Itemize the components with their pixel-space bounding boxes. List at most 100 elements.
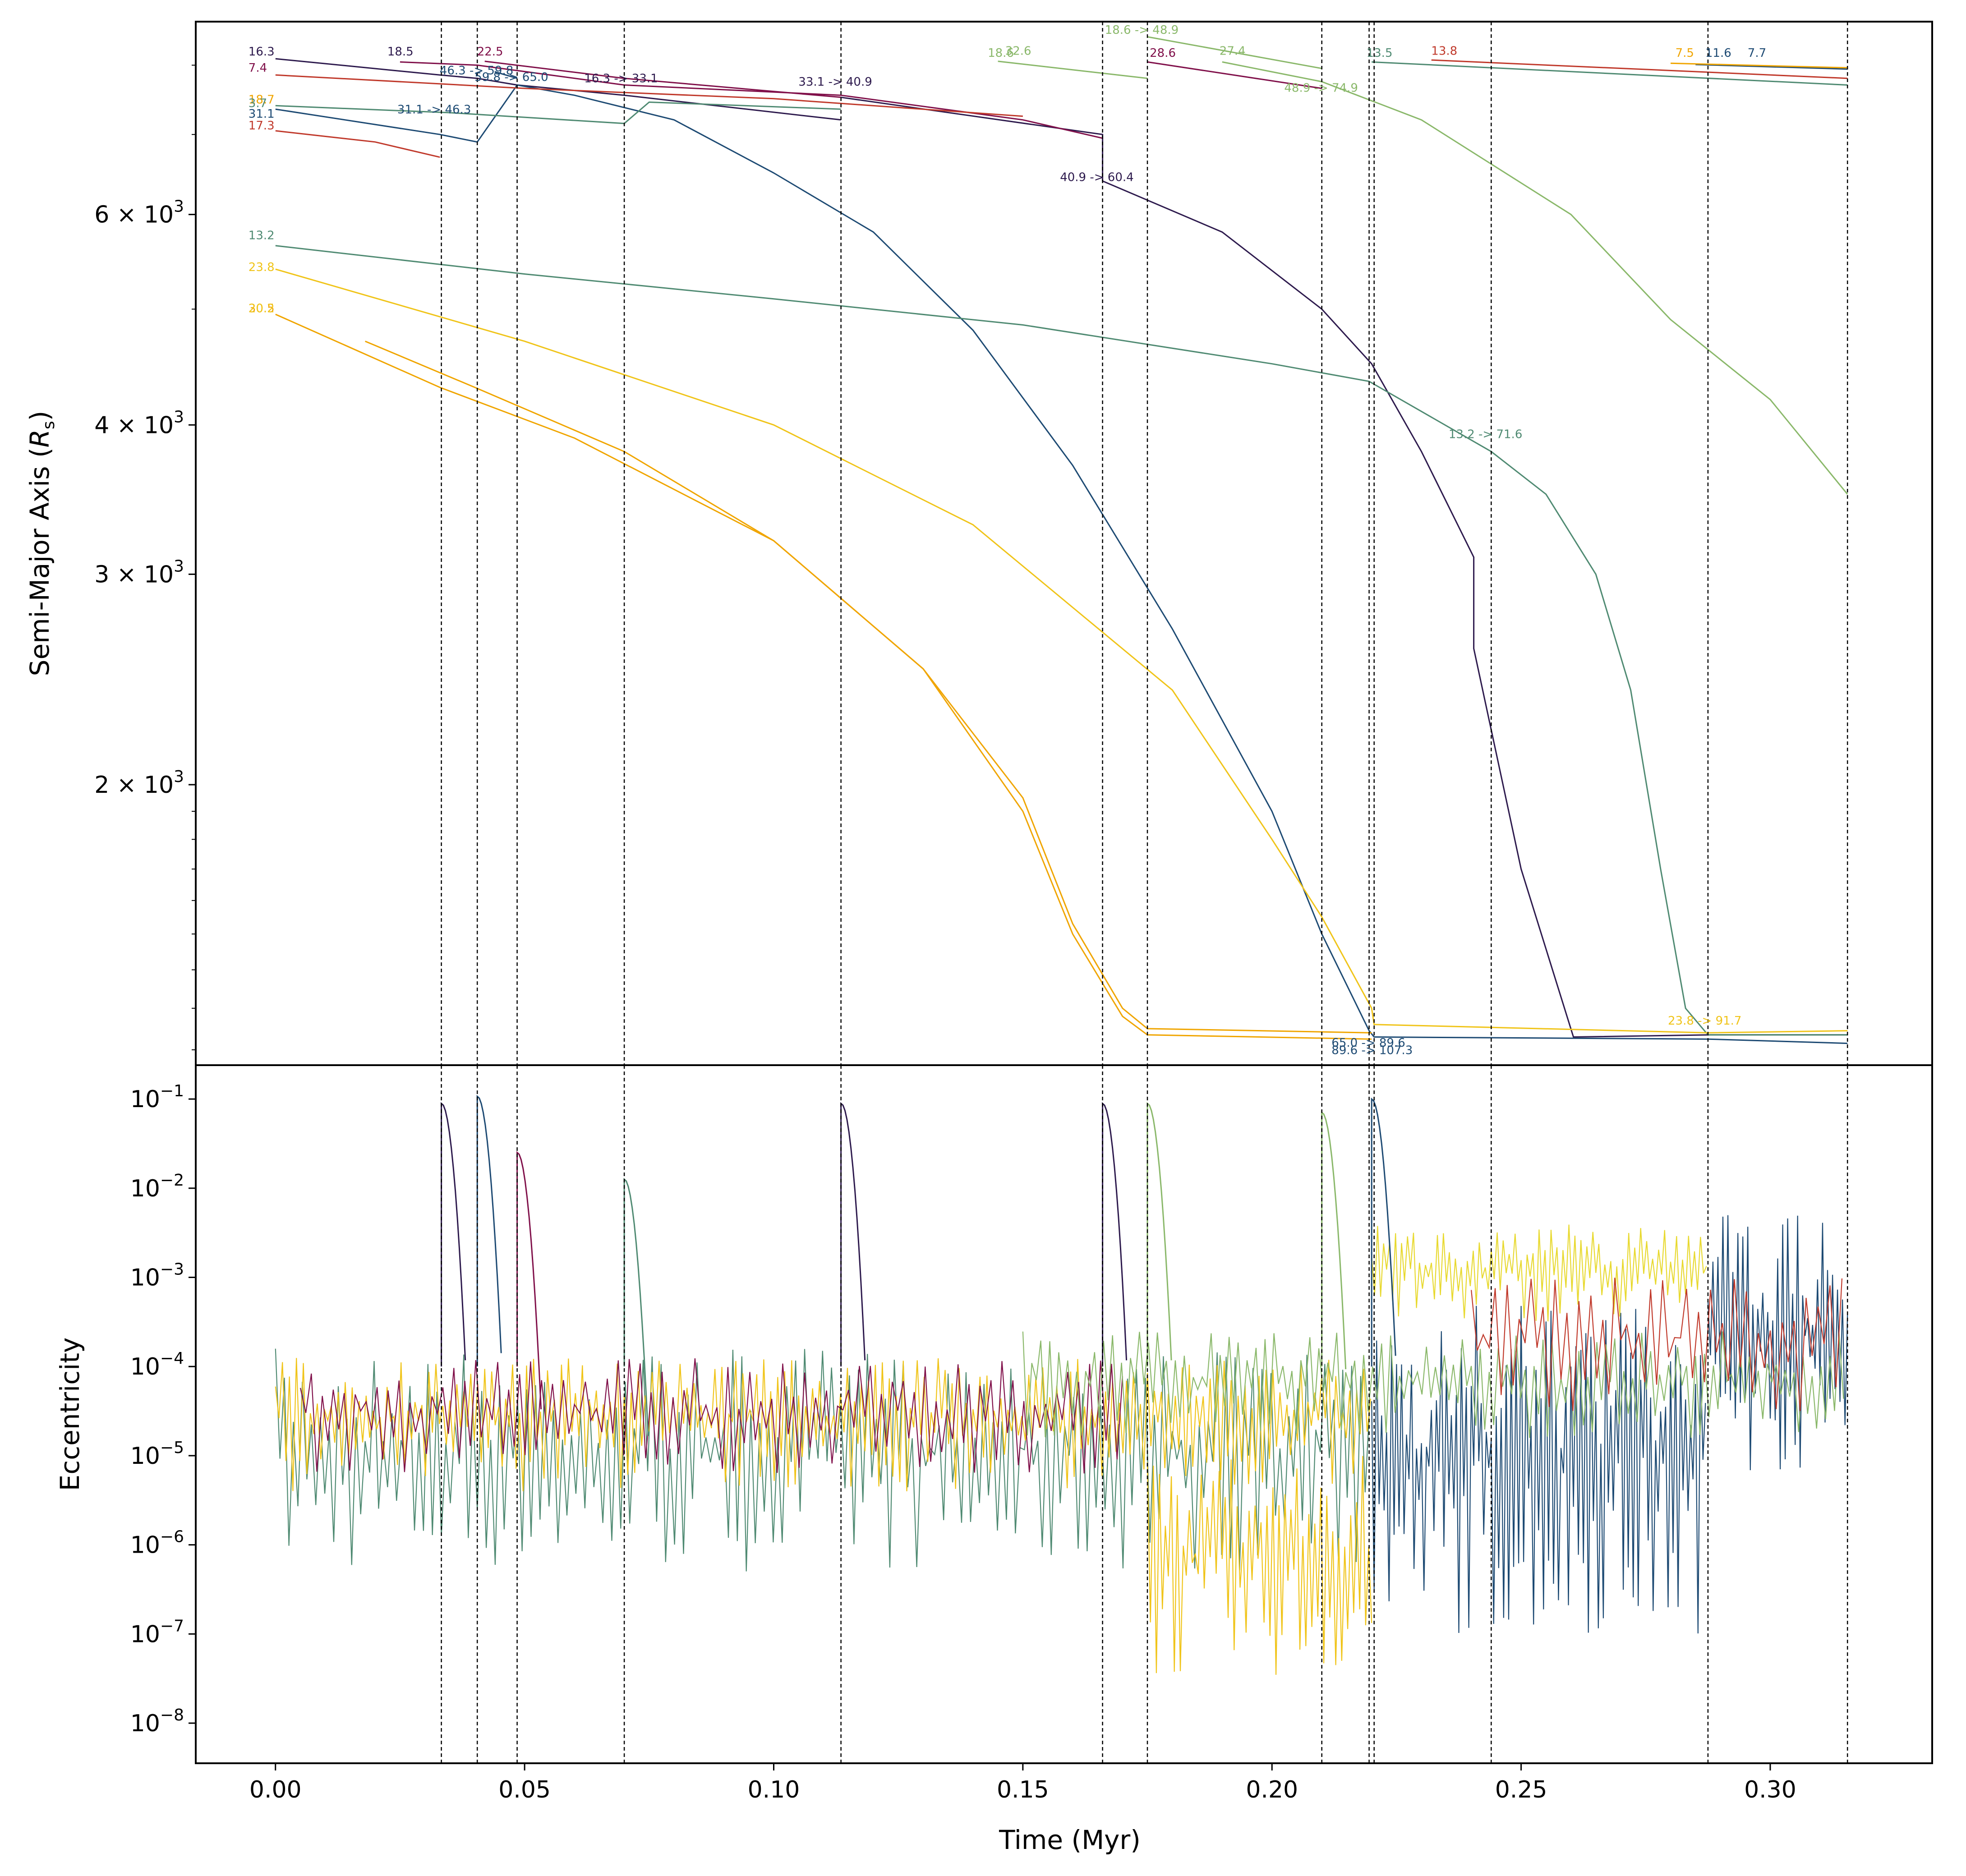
sma-series-3: [484, 60, 841, 98]
annotation-19: 48.9 -> 74.9: [1284, 82, 1358, 95]
annotation-4: 18.7: [249, 93, 275, 107]
sma-series-2: [400, 61, 1103, 139]
bottom-ytick-label-2: 10−3: [130, 1260, 184, 1292]
sma-series-4: [1147, 61, 1322, 89]
bottom-ytick-label-4: 10−5: [130, 1439, 184, 1470]
semi-major-axis-label: Semi-Major Axis (Rs): [24, 411, 58, 676]
bottom-axes-frame: [195, 1064, 1933, 1764]
xtick-label-0: 0.00: [249, 1776, 302, 1803]
bottom-ytick-label-1: 10−2: [130, 1171, 184, 1202]
annotation-20: 13.5: [1367, 46, 1393, 60]
sma-series-7: [1695, 64, 1848, 70]
ecc-band-8: [1471, 1278, 1843, 1411]
sma-series-17: [275, 268, 1848, 1034]
ecc-spike-5: [1102, 1102, 1128, 1367]
ecc-spike-0: [441, 1102, 466, 1367]
top-ytick-label-0: 2 × 103: [94, 768, 184, 799]
x-ticks: 0.00 0.05 0.10 0.15 0.20 0.25 0.30: [249, 1763, 1796, 1803]
bottom-ytick-label-7: 10−8: [130, 1706, 184, 1737]
bottom-ytick-label-0: 10−1: [130, 1082, 184, 1113]
annotation-29: 13.2 -> 71.6: [1449, 428, 1522, 441]
ecc-spike-7: [1321, 1111, 1347, 1370]
eccentricity-series: [275, 1094, 1848, 1675]
sma-series-18: [275, 313, 1372, 1040]
annotation-22: 7.5: [1676, 46, 1694, 60]
ecc-band-0: [275, 1348, 1370, 1572]
event-lines-bottom: [441, 1065, 1848, 1763]
bottom-ytick-label-5: 10−6: [130, 1528, 184, 1559]
annotation-32: 89.6 -> 107.3: [1331, 1044, 1413, 1058]
annotation-3: 22.5: [477, 45, 503, 59]
ecc-band-4: [1707, 1215, 1848, 1471]
annotation-21: 13.8: [1431, 45, 1457, 58]
ecc-spike-3: [623, 1177, 649, 1436]
eccentricity-label: Eccentricity: [55, 1338, 85, 1491]
eccentricity-panel: 10−110−210−310−410−510−610−710−8 0.00 0.0…: [55, 1064, 1933, 1855]
sma-series-9: [275, 130, 440, 158]
ecc-band-3: [1371, 1306, 1706, 1634]
sma-series-8: [275, 74, 1023, 117]
annotation-14: 18.6 -> 48.9: [1105, 23, 1179, 37]
sma-series-1: [841, 97, 1848, 1038]
sma-series-10: [1431, 59, 1848, 79]
annotation-28: 20.2: [249, 302, 275, 315]
xtick-label-3: 0.15: [997, 1776, 1049, 1803]
sma-series-14: [998, 60, 1148, 79]
annotation-5: 3.7: [249, 97, 267, 110]
annotation-1: 7.4: [249, 61, 267, 75]
annotation-17: 18.6: [988, 46, 1014, 60]
top-ytick-label-3: 6 × 103: [94, 198, 184, 229]
xtick-label-1: 0.05: [498, 1776, 551, 1803]
annotation-25: 13.2: [249, 229, 275, 243]
sma-series-20: [1670, 62, 1848, 69]
annotation-6: 31.1: [249, 107, 275, 121]
semi-major-axis-series: [275, 36, 1848, 1044]
sma-series-19: [365, 340, 1372, 1034]
bottom-ytick-label-6: 10−7: [130, 1617, 184, 1648]
xtick-label-6: 0.30: [1744, 1776, 1796, 1803]
annotation-15: 28.6: [1150, 46, 1176, 60]
top-ytick-label-1: 3 × 103: [94, 557, 184, 588]
ecc-spike-4: [840, 1102, 866, 1367]
semi-major-axis-panel: 16.3 7.4 18.5 22.5 18.73.731.117.3 46.3 -> 59…: [24, 21, 1933, 1066]
annotation-23: 11.6: [1705, 46, 1731, 60]
ecc-band-2: [299, 1358, 1123, 1474]
ecc-band-5: [1022, 1331, 1844, 1438]
sma-series-5: [275, 84, 1848, 1044]
annotation-18: 32.6: [1005, 45, 1031, 58]
annotation-27: 30.5: [249, 302, 275, 315]
annotation-31: 65.0 -> 89.6: [1331, 1036, 1405, 1050]
ecc-band-7: [1371, 1224, 1707, 1322]
annotation-8: 46.3 -> 59.8: [440, 64, 513, 78]
annotation-13: 40.9 -> 60.4: [1060, 170, 1133, 184]
annotation-26: 23.8: [249, 261, 275, 274]
merger-annotations: 16.3 7.4 18.5 22.5 18.73.731.117.3 46.3 -> 59…: [249, 23, 1766, 1058]
ecc-band-6: [1146, 1456, 1372, 1675]
annotation-24: 7.7: [1748, 46, 1766, 60]
annotation-11: 31.1 -> 46.3: [397, 103, 471, 117]
ecc-spike-2: [516, 1151, 542, 1410]
annotation-16: 27.4: [1220, 45, 1246, 58]
sma-series-15: [1147, 36, 1322, 69]
annotation-0: 16.3: [249, 45, 275, 59]
sma-series-16: [1222, 61, 1848, 495]
top-ytick-label-2: 4 × 103: [94, 408, 184, 439]
annotation-9: 59.8 -> 65.0: [474, 71, 548, 84]
annotation-2: 18.5: [387, 45, 414, 59]
sma-series-0: [275, 58, 841, 121]
sma-series-6: [494, 71, 518, 79]
ecc-spike-8: [1371, 1097, 1396, 1367]
event-lines-top: [441, 22, 1848, 1065]
ecc-spike-1: [476, 1094, 502, 1367]
annotation-7: 17.3: [249, 119, 275, 133]
xtick-label-4: 0.20: [1246, 1776, 1298, 1803]
xtick-label-5: 0.25: [1495, 1776, 1547, 1803]
annotation-30: 23.8 -> 91.7: [1668, 1014, 1741, 1028]
bottom-ytick-label-3: 10−4: [130, 1349, 184, 1380]
sma-series-13: [275, 245, 1848, 1036]
ecc-spike-6: [1146, 1102, 1172, 1367]
xtick-label-2: 0.10: [748, 1776, 800, 1803]
top-y-ticks: 2 × 103 3 × 103 4 × 103 6 × 103: [94, 64, 196, 1050]
annotation-10: 16.3 -> 33.1: [584, 72, 658, 86]
